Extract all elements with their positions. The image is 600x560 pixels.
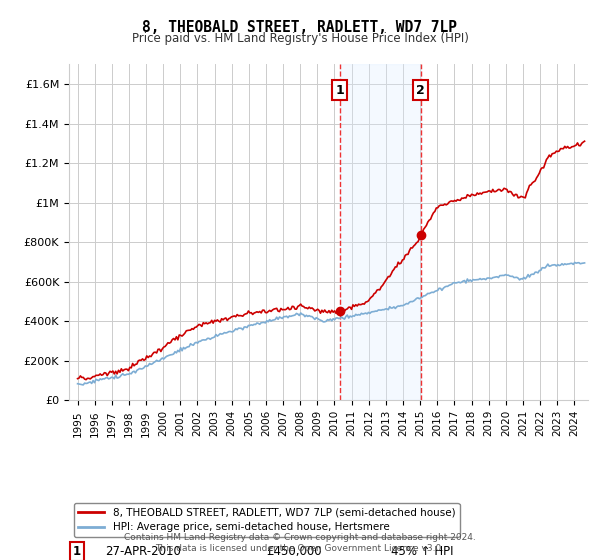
Text: 27-APR-2010: 27-APR-2010 <box>106 545 181 558</box>
Text: 1: 1 <box>73 545 81 558</box>
Text: Contains HM Land Registry data © Crown copyright and database right 2024.
This d: Contains HM Land Registry data © Crown c… <box>124 533 476 553</box>
Legend: 8, THEOBALD STREET, RADLETT, WD7 7LP (semi-detached house), HPI: Average price, : 8, THEOBALD STREET, RADLETT, WD7 7LP (se… <box>74 503 460 536</box>
Text: 2: 2 <box>416 83 425 96</box>
Text: £450,000: £450,000 <box>266 545 322 558</box>
Text: Price paid vs. HM Land Registry's House Price Index (HPI): Price paid vs. HM Land Registry's House … <box>131 32 469 45</box>
Bar <box>340 64 421 400</box>
Text: 1: 1 <box>335 83 344 96</box>
Text: 8, THEOBALD STREET, RADLETT, WD7 7LP: 8, THEOBALD STREET, RADLETT, WD7 7LP <box>143 20 458 35</box>
Text: 45% ↑ HPI: 45% ↑ HPI <box>391 545 453 558</box>
